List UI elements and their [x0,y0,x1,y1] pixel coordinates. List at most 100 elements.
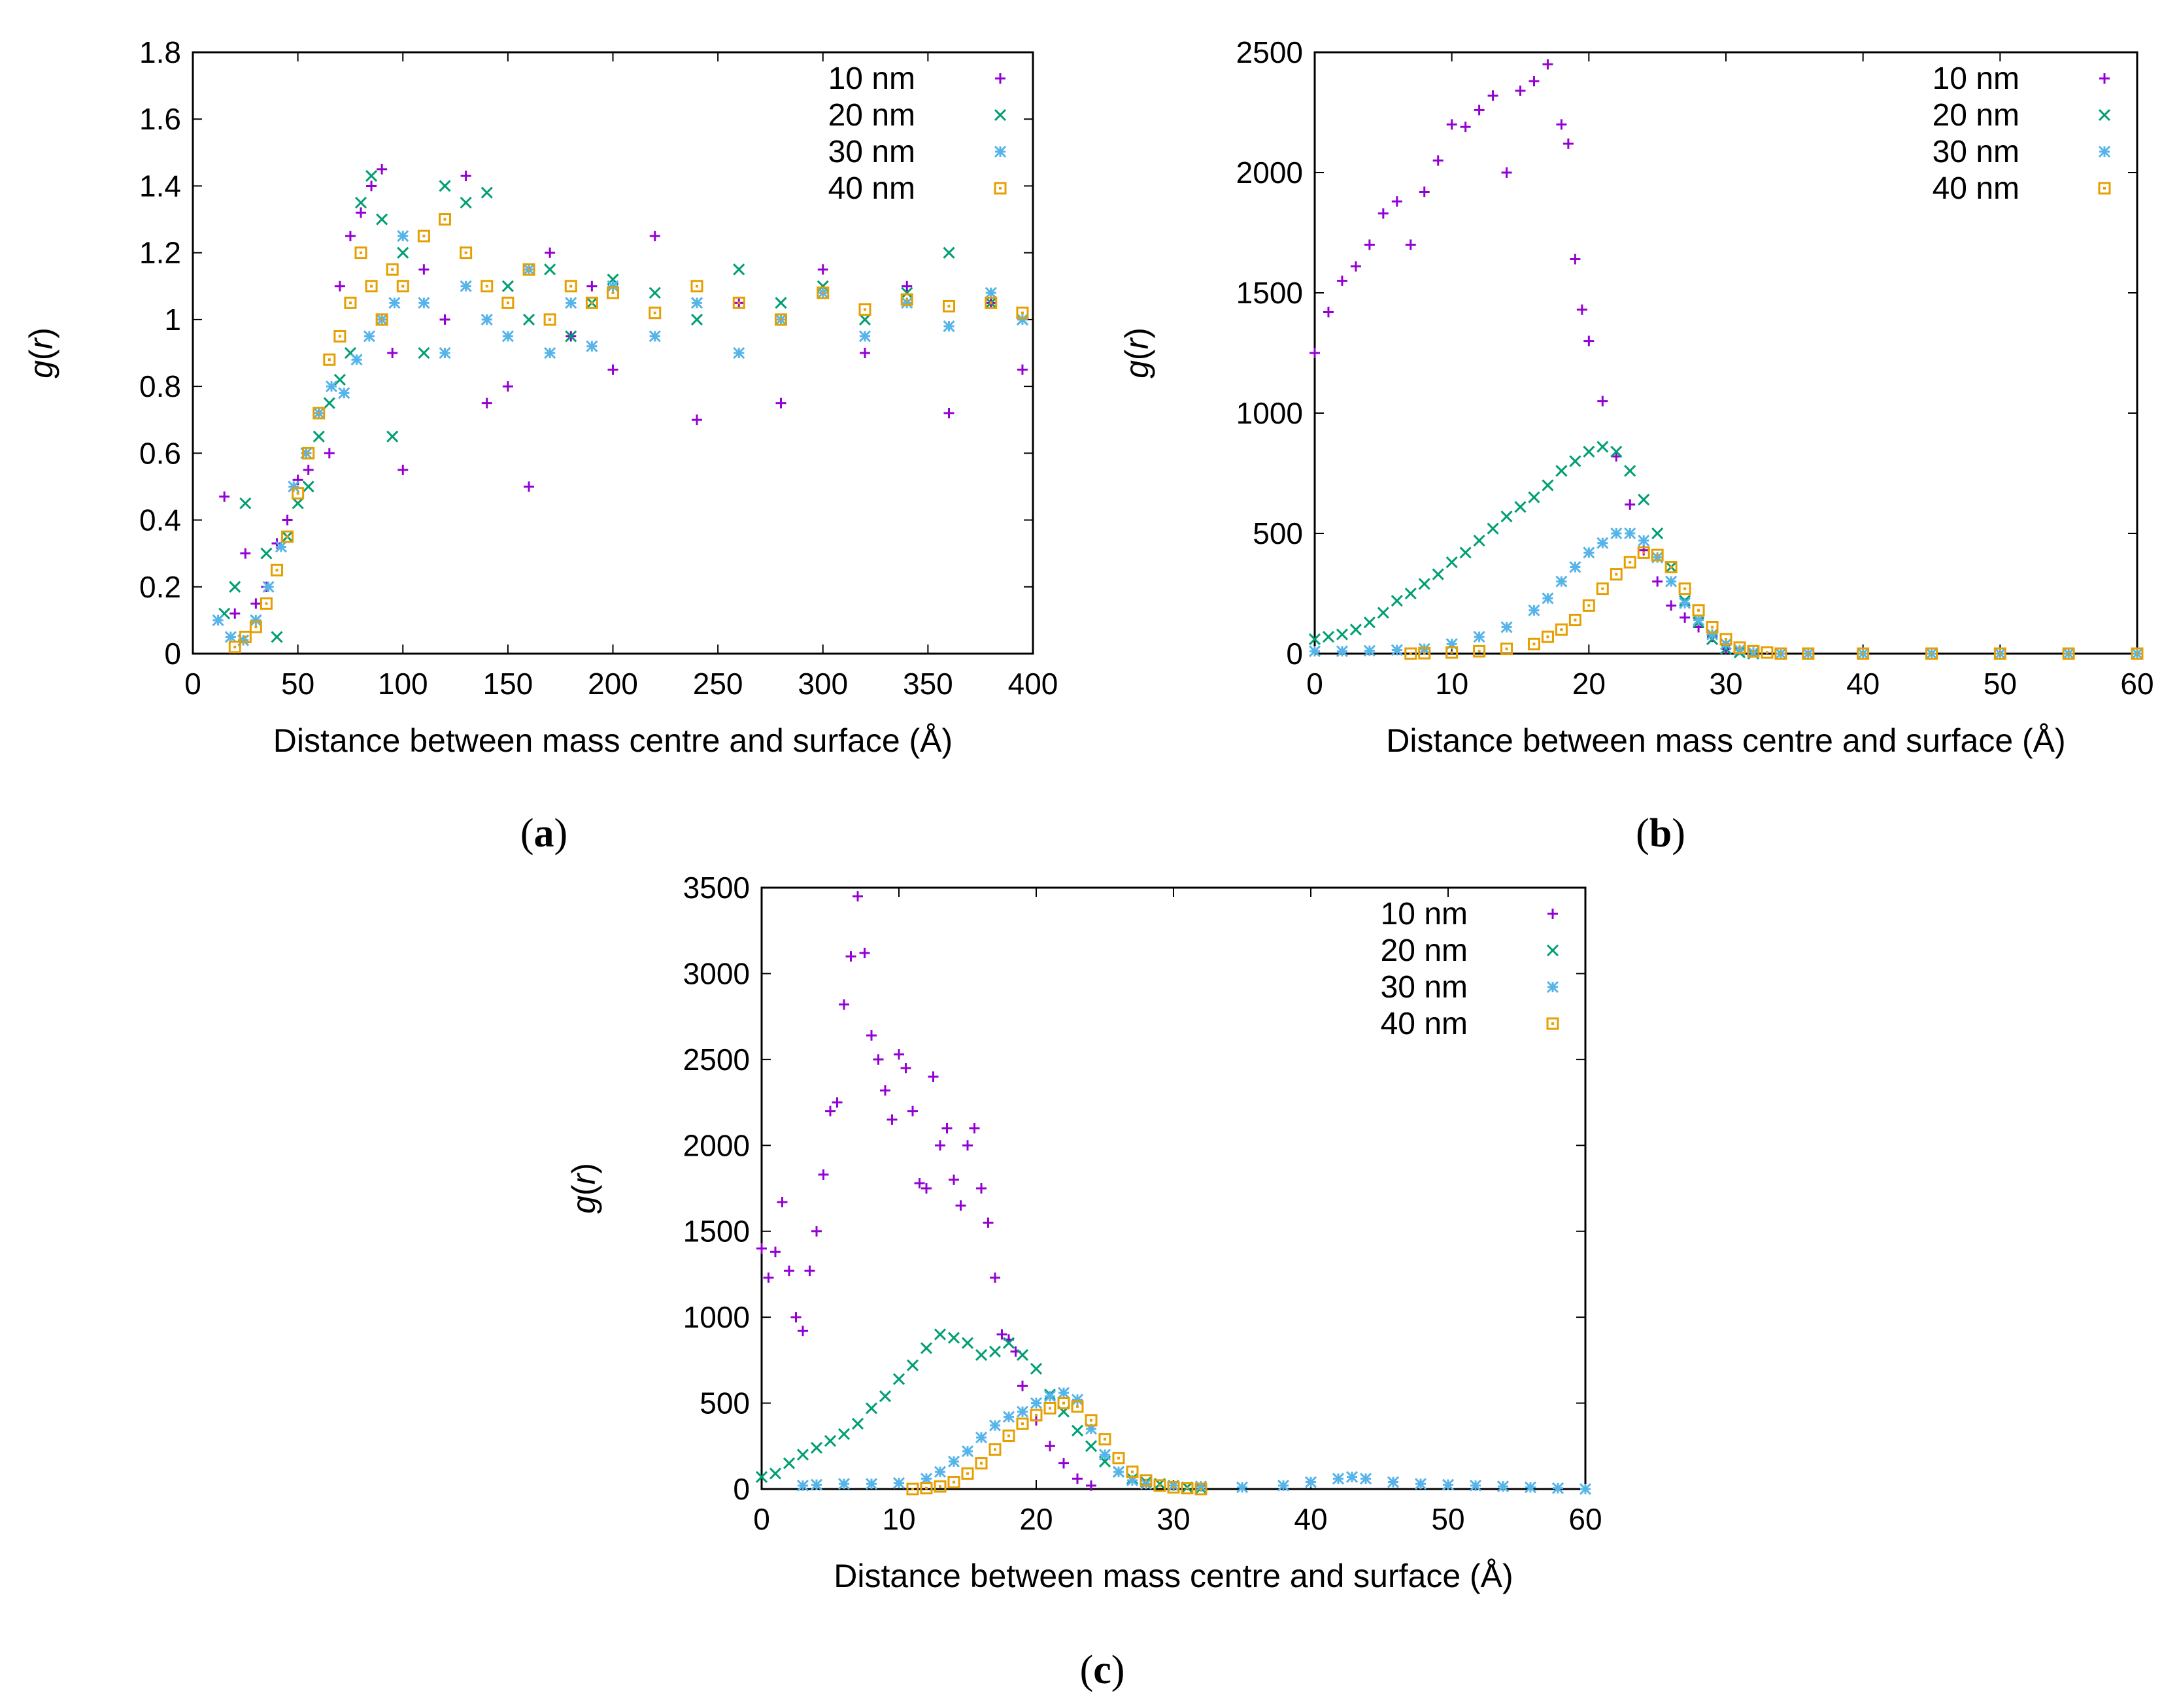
data-point-a-40nm-20 [481,280,494,293]
data-point-b-40nm-9 [1582,599,1595,612]
data-point-c-10nm-15 [859,947,870,958]
y-tick-label-a-4: 0.8 [139,369,181,403]
data-point-a-30nm-16 [418,297,430,309]
data-point-b-20nm-legend [2098,109,2111,122]
legend-marker-c-1 [1546,944,1559,957]
legend-marker-b-1 [2098,109,2111,122]
data-point-a-40nm-16 [396,280,409,293]
data-point-c-10nm-6 [798,1326,808,1337]
data-point-a-40nm-33 [900,293,913,306]
data-point-a-40nm-4 [271,563,283,577]
data-point-b-30nm-8 [1528,604,1540,616]
data-point-c-40nm-4 [961,1467,974,1480]
data-point-a-10nm-11 [334,280,345,292]
data-point-b-20nm-4 [1363,616,1376,629]
data-point-c-40nm-10 [1043,1401,1056,1415]
data-point-c-10nm-43 [1086,1480,1096,1491]
data-point-b-10nm-13 [1487,90,1498,101]
legend-marker-a-0 [995,73,1005,84]
caption-letter-c: c [1093,1648,1111,1692]
data-point-a-30nm-24 [586,340,598,352]
data-point-a-40nm-13 [365,280,378,293]
data-point-a-40nm-8 [312,407,326,420]
legend-label-c-2: 30 nm [1381,970,1468,1005]
legend-label-b-2: 30 nm [1933,135,2019,169]
data-point-c-20nm-1 [769,1467,782,1480]
legend-marker-c-0 [1547,909,1558,919]
data-point-a-30nm-1 [224,631,237,643]
y-axis-label-g-a: g [23,360,59,378]
x-tick-label-c-4: 40 [1294,1502,1327,1536]
data-point-a-30nm-6 [288,480,300,493]
data-point-c-10nm-27 [941,1123,953,1133]
y-tick-label-a-5: 1 [164,303,181,337]
data-point-a-20nm-17 [397,246,409,259]
data-point-b-30nm-9 [1542,592,1554,605]
data-point-a-30nm-35 [1016,313,1028,326]
y-tick-label-b-4: 2000 [1236,156,1303,190]
data-point-a-10nm-16 [387,348,398,358]
data-point-c-10nm-30 [962,1140,973,1151]
y-tick-label-b-1: 500 [1253,516,1303,550]
data-point-c-30nm-4 [892,1477,905,1489]
data-point-a-30nm-3 [250,614,262,626]
data-point-b-30nm-1 [1336,645,1348,658]
y-tick-label-a-1: 0.2 [139,570,181,604]
data-point-c-10nm-21 [900,1063,911,1073]
y-axis-label-r-b: r [1119,337,1155,349]
legend-label-a-1: 20 nm [828,98,915,133]
y-axis-label-close-c: ) [566,1163,602,1174]
data-point-c-40nm-2 [934,1480,947,1493]
data-point-a-40nm-12 [354,246,367,260]
caption-b: (b) [1636,811,1685,856]
series-b-40nm [1404,546,2144,660]
data-point-c-10nm-17 [873,1054,884,1065]
data-point-b-10nm-27 [1652,576,1663,587]
data-point-b-20nm-10 [1445,556,1458,569]
legend-label-b-0: 10 nm [1933,61,2019,96]
x-tick-label-a-7: 350 [903,667,953,701]
y-tick-label-c-1: 500 [700,1386,750,1420]
data-point-a-30nm-14 [388,297,401,309]
data-point-a-40nm-31 [817,286,830,299]
data-point-a-40nm-26 [607,286,619,299]
data-point-a-20nm-1 [229,580,241,593]
data-point-a-20nm-25 [565,330,577,343]
data-point-c-10nm-22 [907,1105,918,1116]
data-point-b-20nm-12 [1473,534,1485,547]
data-point-b-30nm-6 [1473,631,1485,643]
series-b-20nm [1308,441,1759,660]
data-point-c-20nm-3 [796,1448,809,1461]
data-point-a-40nm-35 [985,296,998,309]
data-point-b-20nm-7 [1404,587,1417,600]
data-point-a-40nm-34 [943,299,955,312]
data-point-a-30nm-19 [481,313,493,326]
data-point-b-10nm-legend [2099,73,2110,84]
data-point-b-40nm-6 [1541,630,1554,643]
data-point-a-10nm-34 [902,280,913,292]
y-axis-label-close-a: ) [23,327,59,339]
data-point-a-20nm-31 [775,297,787,309]
data-point-b-30nm-18 [1665,575,1678,588]
data-point-a-40nm-1 [239,630,252,643]
data-point-c-10nm-12 [839,999,849,1010]
y-tick-label-b-2: 1000 [1236,396,1303,430]
data-point-a-20nm-19 [439,180,451,192]
data-point-c-10nm-33 [983,1217,994,1228]
data-point-b-10nm-12 [1474,105,1485,116]
data-point-b-20nm-3 [1349,624,1362,636]
y-tick-label-c-2: 1000 [683,1300,750,1334]
data-point-a-40nm-5 [281,530,294,543]
chart-panel-b: 0 10 20 30 40 50 60 0 500 1000 1500 2000 2500 Distanc… [1089,0,2179,804]
y-axis-label-c: g(r) [566,1163,602,1214]
data-point-a-20nm-7 [292,497,304,510]
x-axis-label-c: Distance between mass centre and surface… [834,1558,1513,1594]
data-point-a-30nm-17 [439,346,451,360]
data-point-c-30nm-19 [1112,1465,1125,1478]
data-point-b-30nm-0 [1308,645,1321,658]
data-point-c-30nm-13 [1030,1397,1043,1409]
data-point-a-30nm-0 [212,614,224,626]
data-point-a-20nm-33 [858,313,871,326]
data-point-b-20nm-21 [1596,441,1609,453]
data-point-b-30nm-2 [1363,645,1376,657]
